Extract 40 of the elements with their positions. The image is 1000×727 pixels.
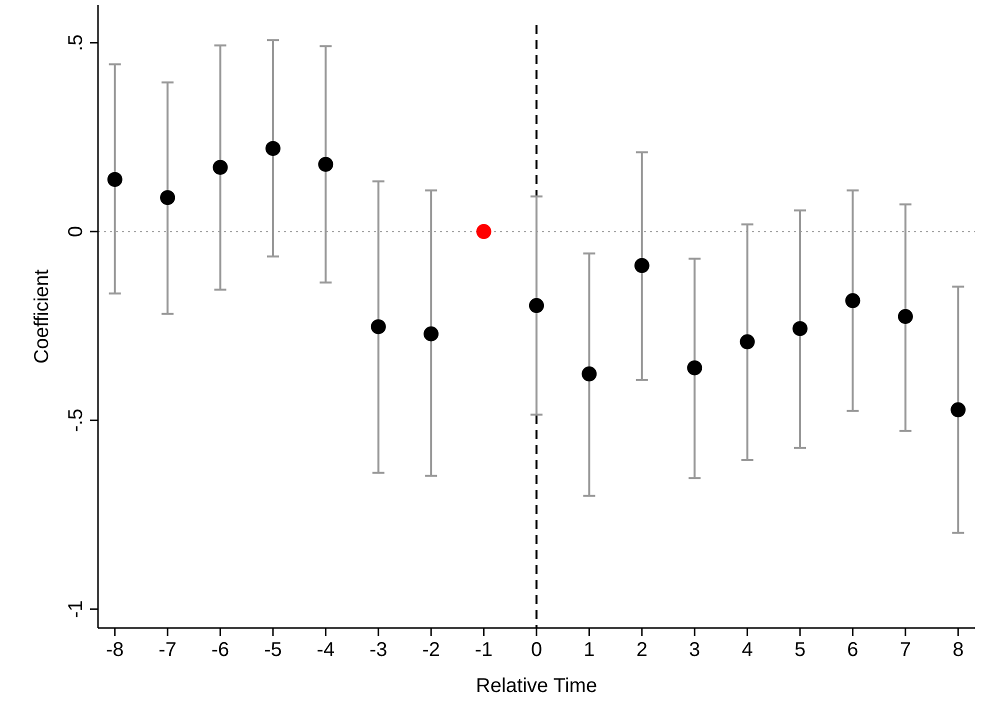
x-tick-label: 3 xyxy=(689,639,700,661)
point xyxy=(898,309,913,324)
point xyxy=(212,160,228,175)
point xyxy=(845,293,860,308)
point xyxy=(160,190,176,206)
point xyxy=(107,172,122,187)
x-tick-label: -8 xyxy=(106,639,124,661)
x-tick-label: 1 xyxy=(584,639,595,661)
x-tick-label: -2 xyxy=(422,639,440,661)
x-axis-title: Relative Time xyxy=(476,675,598,697)
point xyxy=(476,224,492,240)
x-tick-label: 5 xyxy=(794,639,806,661)
point xyxy=(950,402,966,418)
point xyxy=(740,334,755,350)
point xyxy=(792,321,808,336)
y-tick-label: 0 xyxy=(65,226,87,238)
point xyxy=(318,156,334,172)
x-tick-label: -6 xyxy=(211,639,230,661)
point xyxy=(370,319,386,334)
x-tick-label: 4 xyxy=(742,639,753,661)
x-tick-label: 2 xyxy=(636,639,648,661)
point xyxy=(529,298,544,314)
point xyxy=(265,140,280,156)
y-tick-label: -1 xyxy=(65,600,87,618)
y-axis-title: Coefficient xyxy=(31,268,53,364)
x-tick-label: -3 xyxy=(369,639,388,661)
x-tick-label: 6 xyxy=(847,639,858,661)
x-tick-label: 7 xyxy=(900,639,911,661)
point xyxy=(687,360,702,376)
point xyxy=(634,258,650,274)
x-tick-label: -5 xyxy=(264,639,282,661)
y-tick-label: -.5 xyxy=(65,408,87,432)
x-tick-label: 0 xyxy=(530,639,542,661)
point xyxy=(582,366,597,382)
x-tick-label: -1 xyxy=(474,639,493,661)
x-tick-label: -7 xyxy=(158,639,176,661)
point xyxy=(424,326,439,342)
x-tick-label: 8 xyxy=(952,639,964,661)
x-tick-label: -4 xyxy=(316,639,335,661)
y-tick-label: .5 xyxy=(65,34,87,52)
